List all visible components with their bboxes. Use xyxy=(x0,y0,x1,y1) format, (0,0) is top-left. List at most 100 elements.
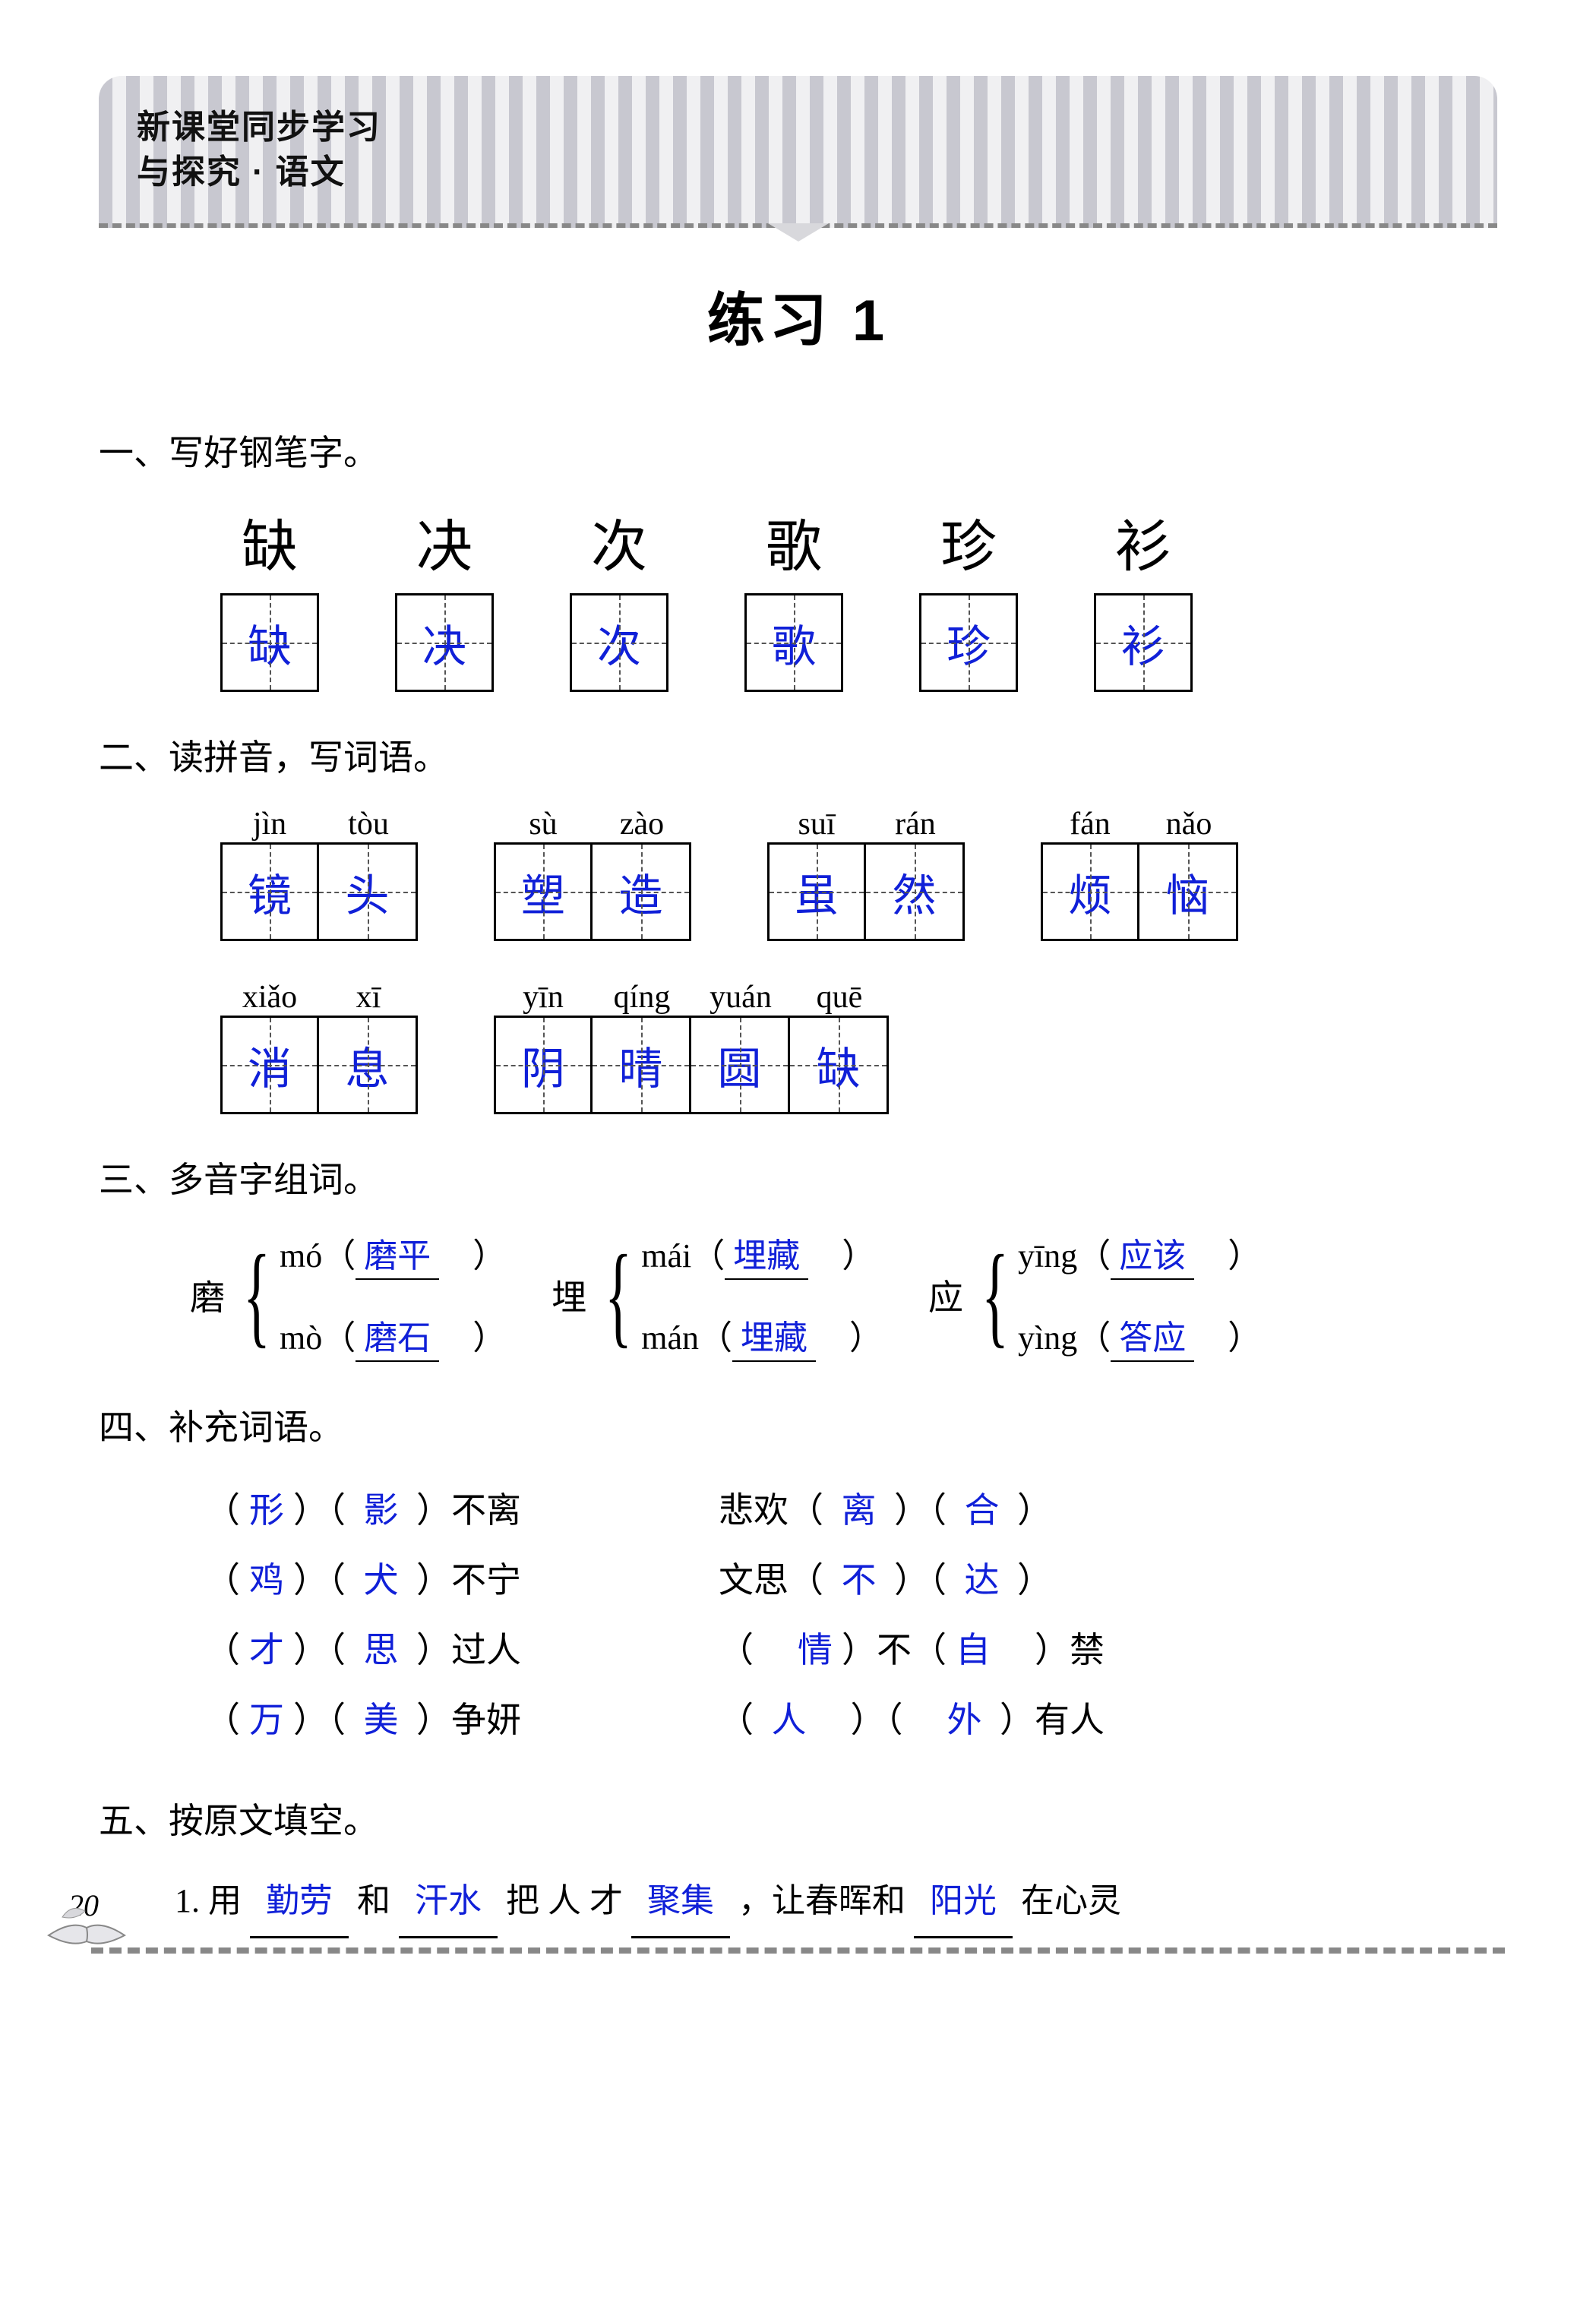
model-char: 次 xyxy=(570,501,668,583)
pinyin: mái xyxy=(641,1237,691,1275)
idiom-left: （才）（ 思 ）过人 xyxy=(205,1616,521,1685)
pinyin-syllable: xiǎo xyxy=(220,979,319,1016)
polyphone-line: yīng（应该 ） xyxy=(1018,1228,1261,1280)
blank-4: 阳光 xyxy=(914,1869,1013,1938)
slot: 外 xyxy=(938,1685,991,1755)
tianzi-box: 虽 xyxy=(767,842,866,941)
polyphone-word: 磨石 xyxy=(356,1310,439,1362)
word-block: suīrán虽然 xyxy=(767,806,965,941)
idiom-row: （形）（ 影 ）不离 悲欢（ 离 ）（ 合 ） xyxy=(205,1476,1497,1546)
written-char: 次 xyxy=(597,611,641,674)
idiom-left: （万）（ 美 ）争妍 xyxy=(205,1685,521,1755)
tianzi-box: 阴 xyxy=(494,1016,593,1114)
brace-icon: { xyxy=(605,1249,632,1341)
answer-char: 虽 xyxy=(795,860,839,924)
tianzi-box: 然 xyxy=(866,842,965,941)
polyphone-char: 磨 xyxy=(190,1270,225,1320)
word-block: sùzào塑造 xyxy=(494,806,691,941)
idiom-left: （鸡）（ 犬 ）不宁 xyxy=(205,1546,521,1616)
pinyin-syllable: tòu xyxy=(319,806,418,842)
section-2-heading: 二、读拼音，写词语。 xyxy=(99,730,1497,780)
word-block: yīnqíngyuánquē阴晴圆缺 xyxy=(494,979,889,1114)
pinyin-syllable: sù xyxy=(494,806,593,842)
section-1-heading: 一、写好钢笔字。 xyxy=(99,425,1497,475)
polyphone-word: 应该 xyxy=(1111,1228,1194,1280)
polyphone-char: 埋 xyxy=(551,1270,586,1320)
footer-divider xyxy=(91,1947,1505,1954)
tianzi-row: 消息 xyxy=(220,1016,418,1114)
slot: 不 xyxy=(833,1546,886,1616)
header-line-1: 新课堂同步学习 xyxy=(137,105,381,150)
blank-3: 聚集 xyxy=(631,1869,730,1938)
slot: 自 xyxy=(947,1616,1000,1685)
tianzi-box: 缺 xyxy=(220,593,319,692)
header-banner: 新课堂同步学习 与探究·语文 xyxy=(99,76,1497,228)
pinyin: mó xyxy=(280,1237,322,1275)
section-4-heading: 四、补充词语。 xyxy=(99,1400,1497,1450)
polyphone-line: mán（埋藏 ） xyxy=(641,1310,883,1362)
section-2-row-2: xiǎoxī消息yīnqíngyuánquē阴晴圆缺 xyxy=(220,979,1497,1114)
section-5-q1: 1. 用 勤劳 和 汗水 把 人 才 聚集 ，让春晖和 阳光 在心灵 xyxy=(175,1869,1497,1938)
tianzi-row: 阴晴圆缺 xyxy=(494,1016,889,1114)
answer-char: 造 xyxy=(618,860,662,924)
model-char: 衫 xyxy=(1094,501,1193,583)
tianzi-box: 塑 xyxy=(494,842,593,941)
written-char: 歌 xyxy=(772,611,816,674)
pinyin-syllable: quē xyxy=(790,979,889,1016)
written-char: 衫 xyxy=(1121,611,1165,674)
pinyin-syllable: zào xyxy=(593,806,691,842)
tianzi-box: 头 xyxy=(319,842,418,941)
header-line-2: 与探究·语文 xyxy=(137,150,381,194)
word-block: jìntòu镜头 xyxy=(220,806,418,941)
brace-icon: { xyxy=(243,1249,270,1341)
tianzi-box: 息 xyxy=(319,1016,418,1114)
polyphone-line: mái（埋藏 ） xyxy=(641,1228,883,1280)
polyphone-group: 应{yīng（应该 ）yìng（答应 ） xyxy=(928,1228,1261,1362)
model-char: 决 xyxy=(395,501,494,583)
tianzi-row: 虽然 xyxy=(767,842,965,941)
polyphone-group: 磨{mó（磨平 ）mò（磨石 ） xyxy=(190,1228,506,1362)
word-block: xiǎoxī消息 xyxy=(220,979,418,1114)
polyphone-word: 答应 xyxy=(1111,1310,1194,1362)
slot: 万 xyxy=(240,1685,293,1755)
pinyin-syllable: xī xyxy=(319,979,418,1016)
pinyin-syllable: qíng xyxy=(593,979,691,1016)
slot: 人 xyxy=(763,1685,816,1755)
answer-char: 圆 xyxy=(717,1033,761,1097)
char-column: 歌歌 xyxy=(744,501,843,692)
answer-char: 晴 xyxy=(618,1033,662,1097)
polyphone-line: mò（磨石 ） xyxy=(280,1310,506,1362)
pinyin-labels: suīrán xyxy=(767,806,965,842)
idiom-right: （ 人 ）（ 外 ）有人 xyxy=(719,1685,1105,1755)
slot: 犬 xyxy=(355,1546,408,1616)
slot: 情 xyxy=(789,1616,842,1685)
section-3-heading: 三、多音字组词。 xyxy=(99,1152,1497,1202)
model-char: 歌 xyxy=(744,501,843,583)
pinyin-labels: sùzào xyxy=(494,806,691,842)
polyphone-group: 埋 {mái（埋藏 ） mán（埋藏 ） xyxy=(551,1228,883,1362)
section-3-groups: 磨{mó（磨平 ）mò（磨石 ）埋{mái（埋藏 ）mán（埋藏 ）应{yīng… xyxy=(190,1228,1497,1362)
tianzi-box: 晴 xyxy=(593,1016,691,1114)
polyphone-word: 埋藏 xyxy=(725,1228,808,1280)
tianzi-box: 镜 xyxy=(220,842,319,941)
pinyin: yīng xyxy=(1018,1237,1077,1275)
idiom-row: （万）（ 美 ）争妍 （ 人 ）（ 外 ）有人 xyxy=(205,1685,1497,1755)
section-5-heading: 五、按原文填空。 xyxy=(99,1793,1497,1843)
pinyin-labels: jìntòu xyxy=(220,806,418,842)
answer-char: 头 xyxy=(345,860,389,924)
pinyin-syllable: jìn xyxy=(220,806,319,842)
idiom-row: （鸡）（ 犬 ）不宁文思（ 不 ）（ 达 ） xyxy=(205,1546,1497,1616)
pinyin-syllable: yuán xyxy=(691,979,790,1016)
idiom-right: 悲欢（ 离 ）（ 合 ） xyxy=(719,1476,1052,1546)
slot: 离 xyxy=(833,1476,886,1546)
slot: 影 xyxy=(355,1476,408,1546)
book-series-title: 新课堂同步学习 与探究·语文 xyxy=(137,105,381,195)
char-column: 缺缺 xyxy=(220,501,319,692)
pinyin-syllable: rán xyxy=(866,806,965,842)
pinyin-syllable: fán xyxy=(1041,806,1139,842)
slot: 思 xyxy=(355,1616,408,1685)
polyphone-line: yìng（答应 ） xyxy=(1018,1310,1261,1362)
idiom-left: （形）（ 影 ）不离 xyxy=(205,1476,521,1546)
idiom-row: （才）（ 思 ）过人（ 情）不（自 ）禁 xyxy=(205,1616,1497,1685)
pinyin-labels: fánnǎo xyxy=(1041,806,1238,842)
